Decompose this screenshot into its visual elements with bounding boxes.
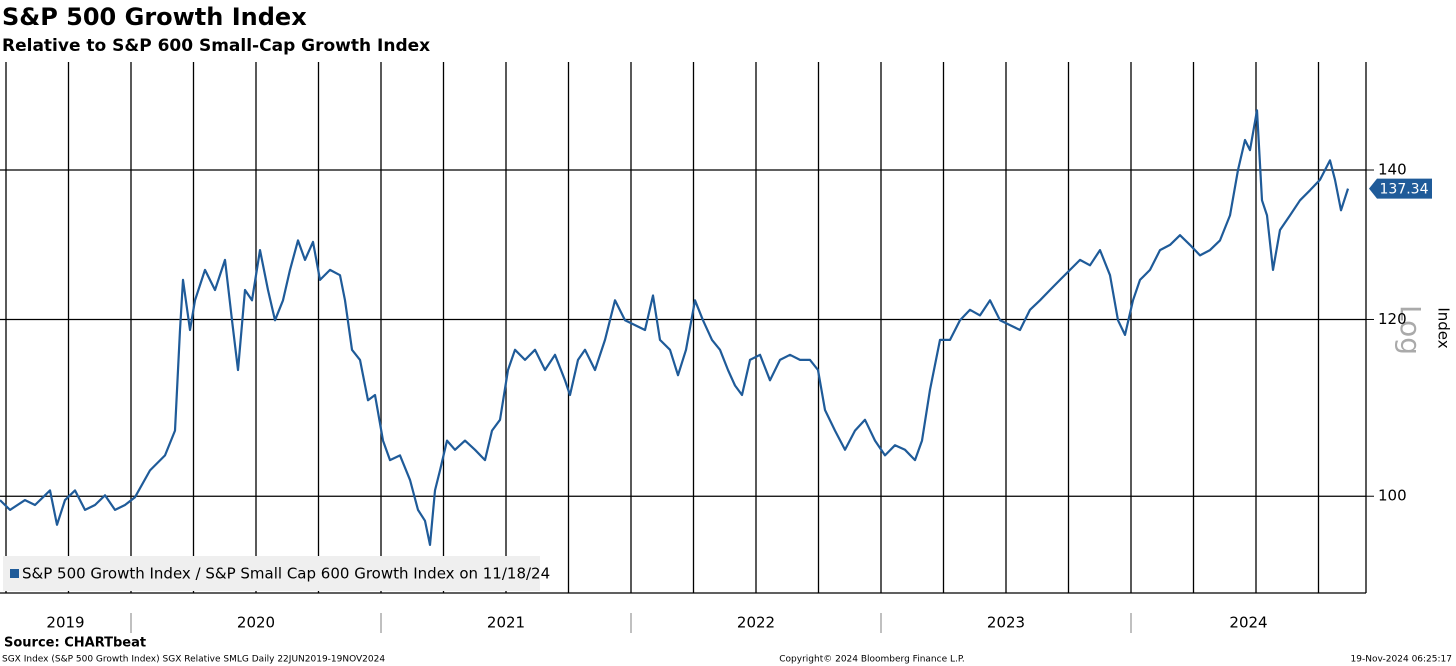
x-tick-label: 2022 — [737, 614, 775, 632]
footer-center: Copyright© 2024 Bloomberg Finance L.P. — [779, 655, 964, 665]
x-tick-label: 2020 — [237, 614, 275, 632]
legend-box — [3, 556, 540, 591]
y-tick-label: 100 — [1378, 487, 1407, 505]
legend-swatch — [10, 569, 19, 578]
y-tick-label: 120 — [1378, 310, 1407, 328]
chart-subtitle: Relative to S&P 600 Small-Cap Growth Ind… — [2, 36, 430, 56]
x-tick-label: 2019 — [46, 614, 84, 632]
y-tick-label: 140 — [1378, 161, 1407, 179]
footer-left: SGX Index (S&P 500 Growth Index) SGX Rel… — [2, 655, 385, 665]
x-tick-label: 2024 — [1229, 614, 1267, 632]
x-tick-label: 2021 — [487, 614, 525, 632]
source: Source: CHARTbeat — [4, 636, 146, 651]
scale-label: Log — [1394, 305, 1427, 355]
legend-label: S&P 500 Growth Index / S&P Small Cap 600… — [22, 565, 550, 583]
line — [0, 109, 1350, 546]
last-value-tag — [1369, 178, 1432, 199]
last-value-label: 137.34 — [1380, 182, 1429, 198]
chart-title: S&P 500 Growth Index — [2, 3, 307, 31]
x-tick-label: 2023 — [987, 614, 1025, 632]
footer-right: 19-Nov-2024 06:25:17 — [1351, 655, 1452, 665]
y-axis-label: Index — [1435, 307, 1453, 348]
